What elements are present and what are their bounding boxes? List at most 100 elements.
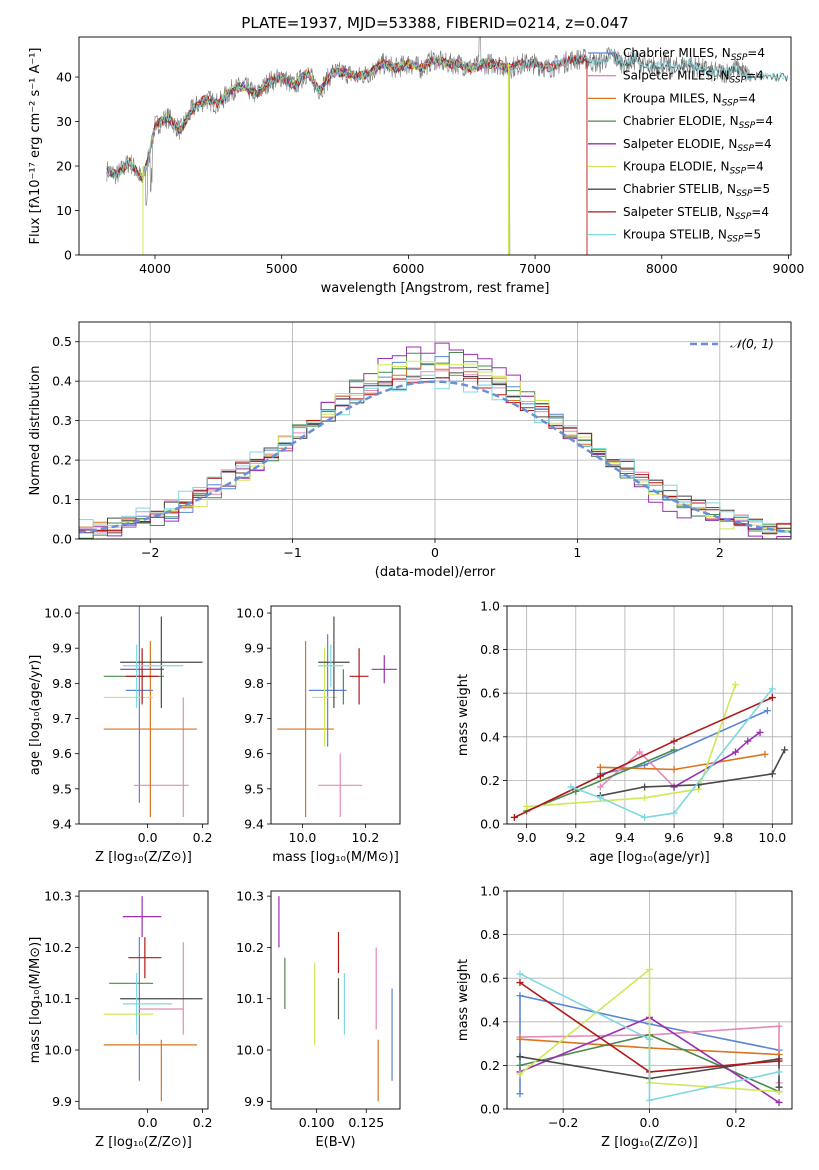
legend-entry: 𝒩(0, 1) <box>730 337 774 351</box>
weight-marker <box>670 809 678 817</box>
legend-label: Salpeter ELODIE, N <box>623 137 737 151</box>
weight-marker <box>596 783 604 791</box>
weight-series <box>526 684 737 808</box>
legend-label: Kroupa MILES, N <box>623 91 722 105</box>
y-tick-label: 0.5 <box>52 334 72 349</box>
y-tick-label: 9.5 <box>244 781 264 796</box>
x-tick-label: 2 <box>716 545 724 560</box>
x-tick-label: 0.100 <box>299 1115 335 1130</box>
weight-marker <box>510 813 518 821</box>
y-axis-label: age [log₁₀(age/yr)] <box>28 655 43 776</box>
x-tick-label: 6000 <box>392 261 424 276</box>
x-tick-label: 0.2 <box>193 1115 213 1130</box>
weight-marker <box>775 1083 783 1091</box>
x-tick-label: 8000 <box>646 261 678 276</box>
weight-marker <box>516 979 524 987</box>
x-tick-label: 0.125 <box>348 1115 384 1130</box>
legend-suffix: =4 <box>751 205 769 219</box>
x-tick-label: 0.0 <box>640 1115 660 1130</box>
y-tick-label: 0.4 <box>480 1014 500 1029</box>
weight-marker <box>775 1068 783 1076</box>
x-axis-label: E(B-V) <box>315 1135 355 1150</box>
y-tick-label: 1.0 <box>480 884 500 899</box>
weight-marker <box>775 1057 783 1065</box>
legend-label: Salpeter STELIB, N <box>623 205 735 219</box>
legend-subscript: SSP <box>730 167 747 177</box>
x-axis-label: Z [log₁₀(Z/Z⊙)] <box>601 1135 698 1150</box>
y-axis-label: mass [log₁₀(M/M⊙)] <box>28 937 43 1064</box>
x-axis-label: (data-model)/error <box>375 565 496 580</box>
legend-subscript: SSP <box>727 235 744 245</box>
y-tick-label: 9.9 <box>52 641 72 656</box>
weight-marker <box>775 1022 783 1030</box>
weight-marker <box>596 772 604 780</box>
x-tick-label: 9.2 <box>566 830 586 845</box>
histograms <box>79 342 791 539</box>
weight-series <box>519 967 780 1093</box>
y-tick-label: 10.2 <box>236 940 264 955</box>
y-tick-label: 9.5 <box>52 781 72 796</box>
weight-lines <box>516 965 783 1106</box>
legend-entry: Salpeter MILES, NSSP=4 <box>623 69 764 86</box>
weight-marker <box>516 1061 524 1069</box>
weight_vs_Z-panel: −0.2 0.0 0.2 0.0 0.2 0.4 0.6 0.8 1.0 Z [log₁₀(Z/Z… <box>456 884 793 1150</box>
errorbars <box>103 896 203 1102</box>
weight-marker <box>744 737 752 745</box>
weight-marker <box>646 1035 653 1043</box>
histogram-series <box>79 342 791 539</box>
y-tick-label: 0.8 <box>480 642 500 657</box>
legend-entry: Chabrier ELODIE, NSSP=4 <box>623 114 773 131</box>
model-spectrum <box>106 53 588 255</box>
y-tick-label: 9.6 <box>244 746 264 761</box>
model-spectrum <box>106 54 588 255</box>
legend-subscript: SSP <box>735 212 752 222</box>
y-tick-label: 10.3 <box>44 889 72 904</box>
weight-marker <box>516 992 524 1000</box>
y-tick-label: 9.8 <box>52 676 72 691</box>
y-tick-label: 10 <box>56 203 72 218</box>
x-tick-label: 0.0 <box>138 1115 158 1130</box>
model-spectrum <box>106 56 511 255</box>
y-tick-label: 0.0 <box>480 817 500 832</box>
x-tick-label: 0.2 <box>726 1115 746 1130</box>
y-tick-label: 10.2 <box>44 940 72 955</box>
x-tick-label: 4000 <box>139 261 171 276</box>
x-tick-label: 5000 <box>266 261 298 276</box>
weight-marker <box>567 783 575 791</box>
y-tick-label: 9.4 <box>244 817 264 832</box>
y-tick-label: 0.6 <box>480 971 500 986</box>
weight-series <box>519 994 780 1094</box>
x-tick-label: 0.0 <box>138 830 158 845</box>
legend-suffix: =5 <box>753 182 771 196</box>
x-axis-label: wavelength [Angstrom, rest frame] <box>321 281 550 296</box>
legend-suffix: =4 <box>747 46 765 60</box>
legend-entry: Kroupa STELIB, NSSP=5 <box>623 228 761 245</box>
axes-frame <box>270 605 401 825</box>
legend-entry: Salpeter STELIB, NSSP=4 <box>623 205 769 222</box>
x-axis-label: Z [log₁₀(Z/Z⊙)] <box>95 850 192 865</box>
model-spectrum <box>106 49 788 180</box>
axes-frame <box>78 890 209 1110</box>
legend-label: Kroupa ELODIE, N <box>623 160 730 174</box>
x-tick-label: −0.2 <box>548 1115 578 1130</box>
y-tick-label: 20 <box>56 159 72 174</box>
y-tick-label: 10.0 <box>44 1043 72 1058</box>
legend-subscript: SSP <box>737 144 754 154</box>
model-spectrum <box>106 54 588 255</box>
x-tick-label: −1 <box>283 545 301 560</box>
y-axis-label: mass weight <box>456 959 471 1041</box>
legend-suffix: =4 <box>754 137 772 151</box>
weight-marker <box>781 746 789 754</box>
x-tick-label: 9.6 <box>664 830 684 845</box>
weight-marker <box>516 970 524 978</box>
weight-lines <box>510 680 789 821</box>
y-tick-label: 30 <box>56 114 72 129</box>
legend-entry: Salpeter ELODIE, NSSP=4 <box>623 137 772 154</box>
y-tick-label: 9.7 <box>244 711 264 726</box>
y-tick-label: 0.1 <box>52 492 72 507</box>
y-tick-label: 0.2 <box>480 1058 500 1073</box>
x-tick-label: −2 <box>141 545 159 560</box>
x-tick-label: 10.2 <box>351 830 379 845</box>
x-tick-label: 10.0 <box>758 830 786 845</box>
